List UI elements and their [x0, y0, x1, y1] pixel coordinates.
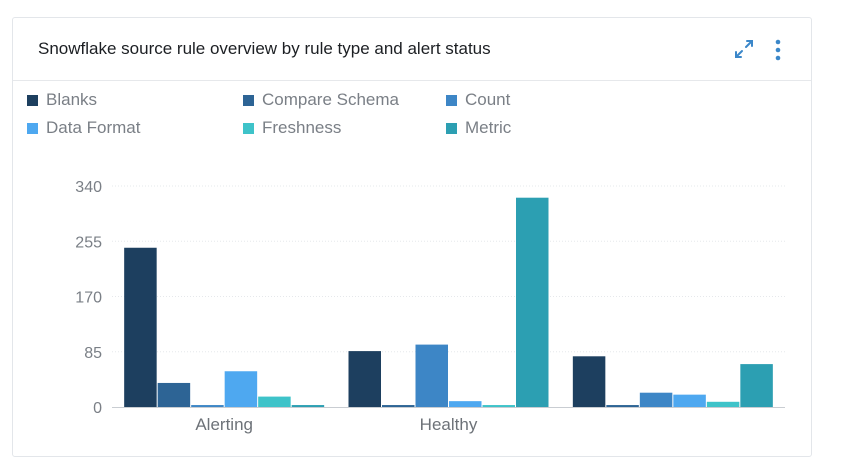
- bar[interactable]: [157, 382, 191, 407]
- bar[interactable]: [740, 364, 773, 407]
- bar[interactable]: [124, 247, 157, 407]
- bar[interactable]: [516, 197, 549, 407]
- legend-swatch: [27, 94, 38, 106]
- legend-item[interactable]: Metric: [446, 118, 511, 138]
- bar[interactable]: [482, 405, 516, 407]
- bar[interactable]: [348, 351, 382, 407]
- legend-item[interactable]: Count: [446, 90, 510, 110]
- legend-label: Data Format: [46, 118, 141, 137]
- bar[interactable]: [224, 371, 258, 407]
- bar[interactable]: [706, 401, 740, 407]
- bar[interactable]: [673, 394, 706, 407]
- legend-swatch: [27, 122, 38, 134]
- legend-swatch: [243, 94, 254, 106]
- y-tick-label: 255: [75, 234, 102, 251]
- bar[interactable]: [572, 356, 606, 407]
- bar[interactable]: [382, 405, 415, 407]
- legend-swatch: [446, 94, 457, 106]
- legend-label: Count: [465, 90, 511, 109]
- legend-item[interactable]: Compare Schema: [243, 90, 399, 110]
- legend-item[interactable]: Blanks: [27, 90, 97, 110]
- legend-swatch: [243, 122, 254, 134]
- bar[interactable]: [449, 401, 482, 407]
- y-tick-label: 170: [75, 290, 102, 307]
- x-tick-label: Healthy: [420, 415, 478, 434]
- bar[interactable]: [258, 396, 291, 407]
- bar[interactable]: [291, 405, 325, 407]
- bar[interactable]: [191, 405, 224, 407]
- legend-label: Compare Schema: [262, 90, 400, 109]
- legend-label: Blanks: [46, 90, 98, 109]
- y-tick-label: 85: [84, 345, 102, 362]
- legend-item[interactable]: Data Format: [27, 118, 140, 138]
- x-tick-label: Alerting: [195, 415, 253, 434]
- card-header: Snowflake source rule overview by rule t…: [13, 18, 811, 81]
- card-title: Snowflake source rule overview by rule t…: [38, 39, 491, 58]
- more-vertical-icon[interactable]: [771, 38, 785, 62]
- bar[interactable]: [639, 392, 673, 407]
- bar[interactable]: [415, 344, 449, 407]
- legend-label: Freshness: [262, 118, 342, 137]
- bar[interactable]: [606, 405, 639, 407]
- legend-swatch: [446, 122, 457, 134]
- legend-label: Metric: [465, 118, 512, 137]
- y-tick-label: 340: [75, 179, 102, 196]
- expand-icon[interactable]: [733, 38, 755, 60]
- y-tick-label: 0: [93, 400, 102, 417]
- legend-item[interactable]: Freshness: [243, 118, 341, 138]
